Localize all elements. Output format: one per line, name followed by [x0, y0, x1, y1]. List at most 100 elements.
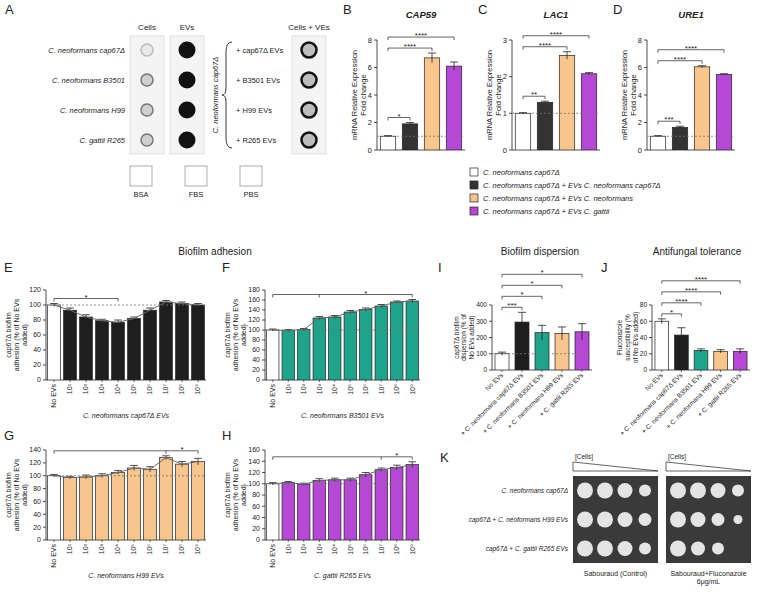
x-tick	[134, 380, 135, 382]
y-tick	[43, 514, 46, 515]
x-tick-label: No EVs	[269, 544, 276, 568]
colony-spot	[639, 513, 652, 526]
y-tick-label: 6	[638, 63, 642, 72]
error-bar	[406, 123, 414, 126]
x-tick-label: 10⁷	[378, 544, 385, 555]
trend-line	[273, 301, 413, 331]
treatment-label: + B3501 EVs	[236, 76, 280, 85]
chart-j: 020406080No EVs+ C. neoformans cap67Δ EV…	[601, 260, 750, 437]
blot-dot	[302, 43, 317, 58]
x-tick	[350, 380, 351, 382]
x-tick-label: 10³	[316, 383, 323, 394]
x-tick	[70, 540, 71, 542]
bar	[344, 312, 356, 380]
panel-letter: A	[5, 2, 14, 17]
y-tick	[262, 472, 265, 473]
colony-spot	[691, 512, 706, 527]
reference-line	[512, 113, 600, 114]
y-axis-title-line: added)	[240, 484, 248, 506]
y-tick-label: 120	[29, 286, 41, 293]
y-tick	[262, 370, 265, 371]
chart-h: 020406080100120140160No EVs10¹10²10³10⁴1…	[222, 428, 420, 580]
y-tick	[262, 540, 265, 541]
significance-label: *	[180, 445, 183, 454]
reference-line	[377, 136, 465, 137]
y-tick	[649, 353, 652, 354]
reference-line	[265, 483, 420, 484]
significance-label: ****	[674, 55, 686, 64]
brace	[222, 42, 232, 148]
x-tick	[334, 380, 335, 382]
y-tick	[489, 337, 492, 338]
colony-spot	[670, 541, 686, 557]
control-spot	[240, 166, 262, 186]
x-tick	[118, 380, 119, 382]
y-tick-label: 0	[37, 376, 41, 383]
x-tick-label: No EVs	[50, 544, 57, 568]
y-tick	[509, 150, 512, 151]
y-tick	[43, 335, 46, 336]
y-tick	[262, 483, 265, 484]
y-tick-label: 0	[638, 146, 642, 155]
error-bar	[717, 350, 725, 353]
y-axis	[46, 450, 47, 540]
bar	[495, 354, 509, 370]
bar	[64, 478, 77, 540]
panel-letter: B	[343, 2, 352, 17]
significance-bracket	[273, 295, 413, 298]
x-tick-label: 10⁶	[146, 544, 153, 555]
y-tick	[374, 67, 377, 68]
chart-c: 0123mRNA Relative ExpressionFold changeL…	[478, 2, 600, 155]
significance-bracket	[54, 451, 198, 454]
bar	[655, 321, 669, 370]
bar	[672, 127, 687, 150]
y-axis-title-line: mRNA Relative Expression	[620, 50, 629, 140]
y-tick	[43, 540, 46, 541]
colony-spot	[690, 483, 706, 499]
y-tick	[43, 350, 46, 351]
bar	[313, 318, 325, 380]
section-header: Biofilm adhesion	[178, 246, 251, 257]
reference-line	[46, 305, 206, 306]
colony-spot	[691, 542, 705, 556]
condition-label-line: Sabouraud (Control)	[584, 570, 647, 578]
significance-label: *	[520, 290, 523, 299]
significance-label: *	[530, 279, 533, 288]
error-bar	[541, 101, 549, 103]
x-tick	[102, 380, 103, 382]
x-tick-label: 10²	[300, 383, 307, 394]
x-tick	[396, 380, 397, 382]
colony-spot	[618, 483, 633, 498]
y-tick-label: 140	[248, 306, 260, 313]
bar	[282, 483, 294, 540]
colony-spot	[577, 512, 593, 528]
x-tick	[166, 380, 167, 382]
x-tick	[86, 380, 87, 382]
bar	[650, 136, 665, 150]
panel-letter: F	[222, 260, 230, 275]
y-tick-label: 140	[29, 446, 41, 453]
chart-title: CAP59	[406, 9, 437, 20]
y-tick	[649, 370, 652, 371]
colony-spot	[734, 515, 743, 524]
y-axis	[512, 40, 513, 150]
y-tick-label: 20	[33, 361, 41, 368]
colony-spot	[597, 483, 613, 499]
chart-d: 02468mRNA Relative ExpressionFold change…	[613, 2, 735, 155]
y-tick	[489, 305, 492, 306]
bar	[391, 302, 403, 380]
y-tick-label: 20	[33, 524, 41, 531]
error-bar	[736, 349, 744, 354]
x-tick-label: 10⁹	[194, 384, 201, 395]
bar	[192, 305, 205, 380]
significance-label: ****	[685, 286, 697, 295]
panel-a: ACellsEVsC. neoformans cap67ΔC. neoforma…	[5, 2, 330, 199]
significance-label: *	[397, 112, 400, 121]
legend-label: C. neoformans cap67Δ	[483, 168, 560, 177]
y-tick-label: 160	[248, 446, 260, 453]
control-label: PBS	[243, 190, 258, 199]
y-tick-label: 80	[252, 336, 260, 343]
bar	[537, 102, 552, 150]
bar	[716, 74, 731, 150]
x-tick-label: 10⁴	[114, 544, 121, 555]
